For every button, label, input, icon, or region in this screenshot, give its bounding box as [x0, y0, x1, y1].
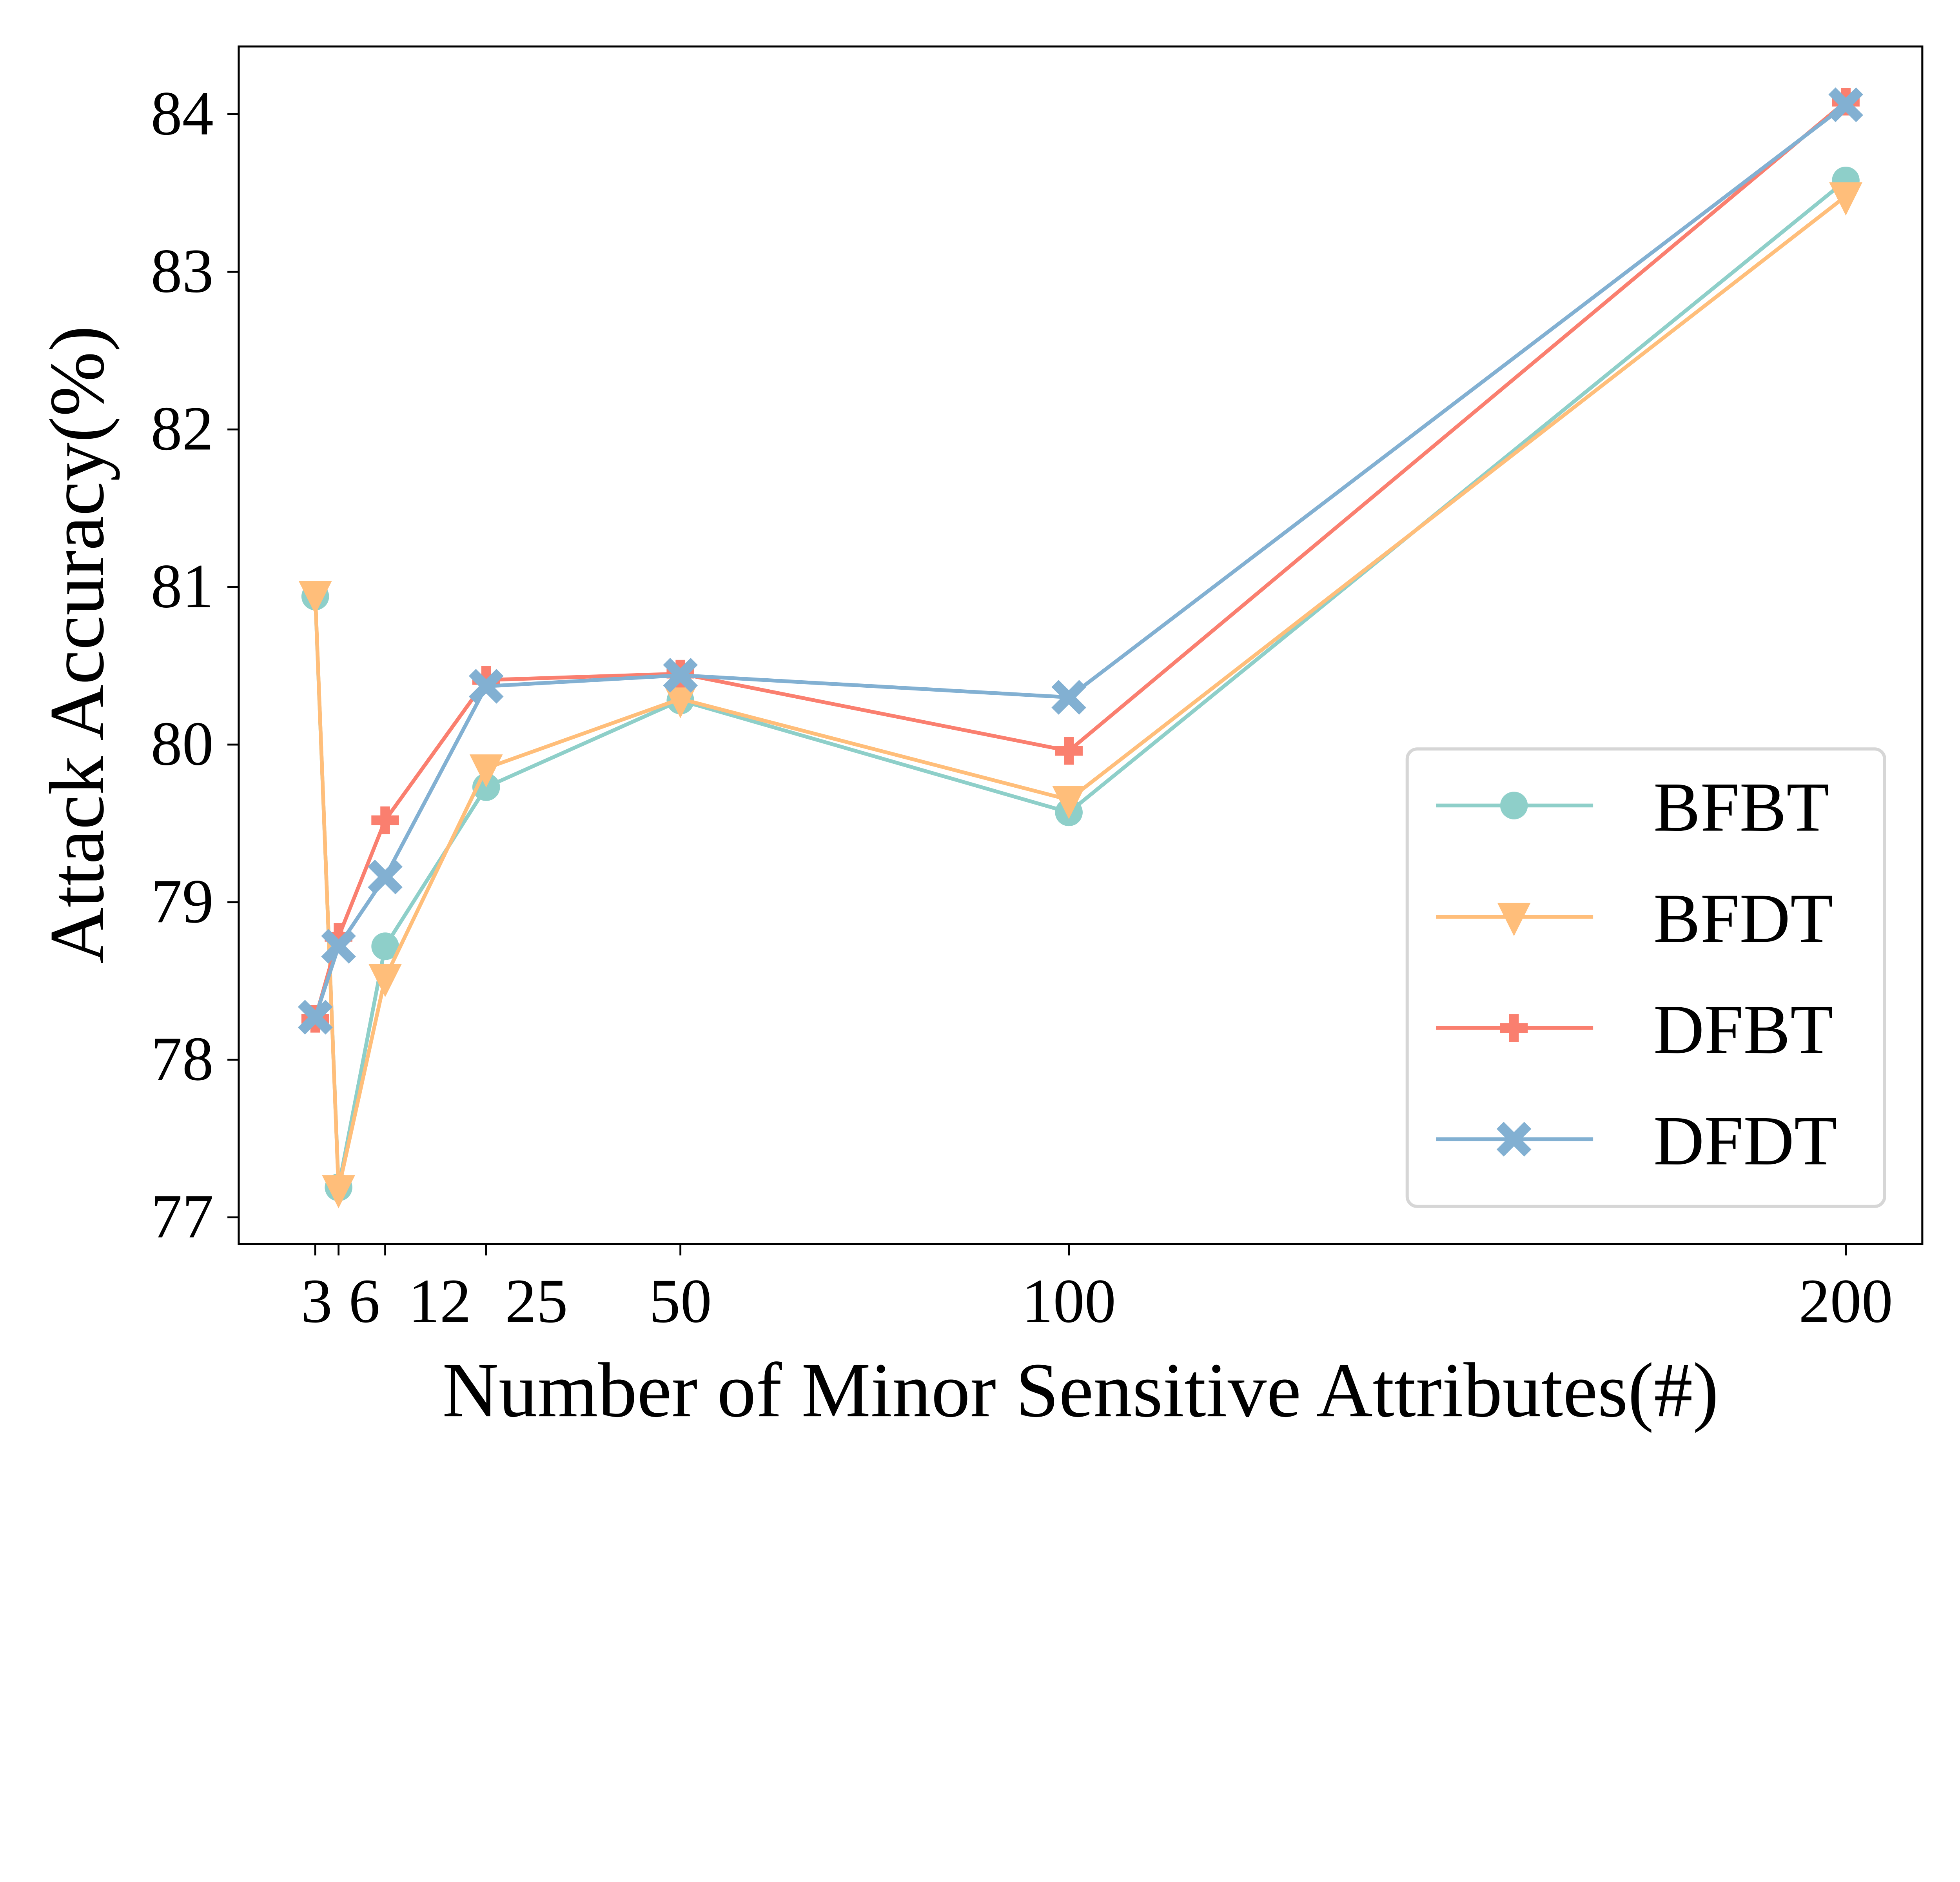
x-tick-label: 25	[505, 1266, 568, 1336]
line-chart: 3 6 12 25 50 100 200 77 78 79 80 81 82 83 84 Number o…	[34, 45, 1924, 1433]
data-point	[468, 669, 504, 704]
data-point	[368, 859, 403, 894]
y-tick-label: 77	[151, 1181, 214, 1251]
x-tick-label: 6	[348, 1266, 380, 1336]
x-tick-label: 200	[1798, 1266, 1893, 1336]
x-tick-label: 100	[1022, 1266, 1116, 1336]
plot-frame	[238, 45, 1924, 1245]
data-point	[1051, 680, 1087, 715]
y-tick-label: 82	[151, 394, 214, 463]
data-point	[325, 923, 352, 951]
data-point	[469, 754, 503, 788]
data-point	[1829, 182, 1862, 216]
data-point	[1052, 786, 1085, 819]
legend-item-dfbt: DFBT	[1436, 990, 1833, 1068]
data-point	[371, 806, 399, 834]
series-layer	[298, 87, 1863, 1208]
y-tick-label: 81	[151, 551, 214, 621]
y-tick-label: 79	[151, 866, 214, 936]
legend-item-dfdt: DFDT	[1436, 1102, 1837, 1180]
legend-label: DFDT	[1653, 1102, 1837, 1180]
y-tick-label: 83	[151, 236, 214, 306]
y-axis-label: Attack Accuracy(%)	[34, 326, 120, 964]
legend-item-bfdt: BFDT	[1436, 879, 1833, 957]
data-point	[1828, 87, 1863, 122]
data-point	[321, 929, 356, 964]
series-dfdt	[298, 87, 1863, 1035]
x-axis-label: Number of Minor Sensitive Attributes(#)	[442, 1347, 1719, 1433]
data-point	[1055, 737, 1083, 765]
series-bfdt	[298, 182, 1862, 1208]
data-point	[322, 1175, 355, 1208]
y-axis: 77 78 79 80 81 82 83 84	[151, 78, 239, 1251]
data-point	[298, 581, 332, 614]
y-tick-label: 80	[151, 708, 214, 778]
legend-label: BFDT	[1653, 879, 1833, 957]
data-point	[663, 658, 698, 693]
x-tick-label: 50	[649, 1266, 712, 1336]
legend-item-bfbt: BFBT	[1436, 768, 1829, 846]
x-tick-label: 3	[301, 1266, 332, 1336]
legend-marker	[1496, 1122, 1532, 1157]
legend-marker	[1497, 903, 1531, 936]
data-point	[371, 932, 399, 960]
y-tick-label: 78	[151, 1024, 214, 1094]
legend-marker	[1500, 1014, 1528, 1042]
legend-frame	[1405, 747, 1886, 1208]
legend-label: BFBT	[1653, 768, 1829, 846]
x-axis: 3 6 12 25 50 100 200	[301, 1244, 1893, 1336]
legend-label: DFBT	[1653, 990, 1833, 1068]
data-point	[368, 964, 402, 997]
data-point	[298, 1000, 333, 1035]
data-point	[664, 685, 697, 718]
y-tick-label: 84	[151, 78, 214, 148]
legend-marker	[1500, 792, 1528, 819]
x-tick-label: 12	[408, 1266, 471, 1336]
legend: BFBT BFDT DFBT DFDT	[1405, 747, 1886, 1208]
